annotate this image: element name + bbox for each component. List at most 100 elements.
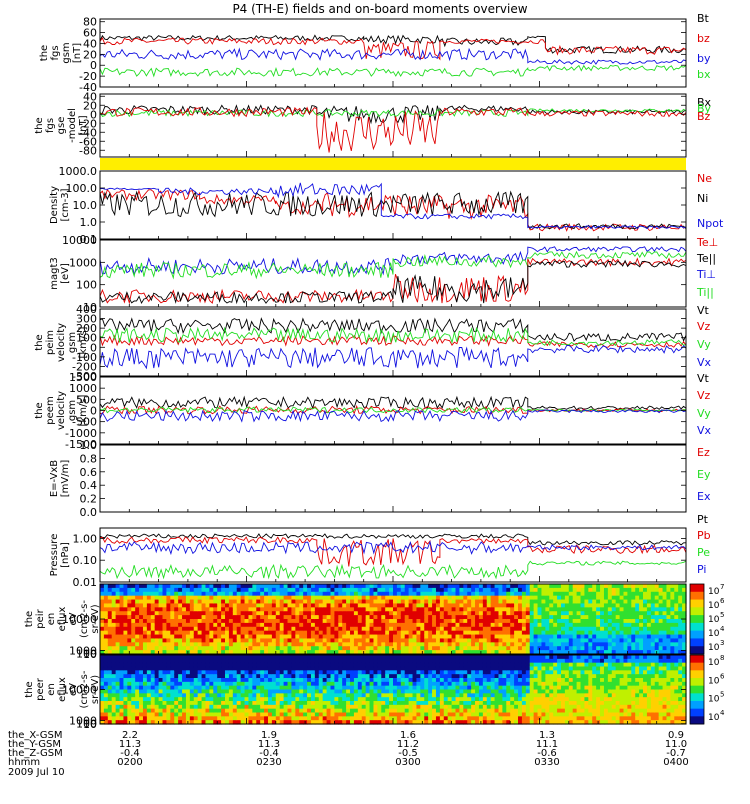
spectrogram-cell <box>260 631 265 635</box>
spectrogram-cell <box>397 709 402 713</box>
spectrogram-cell <box>413 674 418 678</box>
spectrogram-cell <box>127 596 132 600</box>
spectrogram-cell <box>530 638 535 642</box>
spectrogram-cell <box>299 655 304 659</box>
spectrogram-cell <box>389 693 394 697</box>
spectrogram-cell <box>299 627 304 631</box>
spectrogram-cell <box>428 619 433 623</box>
spectrogram-cell <box>459 611 464 615</box>
spectrogram-cell <box>358 716 363 720</box>
spectrogram-cell <box>549 611 554 615</box>
spectrogram-cell <box>428 659 433 663</box>
spectrogram-cell <box>424 659 429 663</box>
spectrogram-cell <box>635 588 640 592</box>
spectrogram-cell <box>327 638 332 642</box>
spectrogram-cell <box>413 592 418 596</box>
spectrogram-cell <box>264 701 269 705</box>
spectrogram-cell <box>327 693 332 697</box>
spectrogram-cell <box>483 588 488 592</box>
spectrogram-cell <box>330 693 335 697</box>
spectrogram-cell <box>221 615 226 619</box>
spectrogram-cell <box>182 686 187 690</box>
spectrogram-cell <box>600 623 605 627</box>
spectrogram-cell <box>233 646 238 650</box>
spectrogram-cell <box>577 619 582 623</box>
spectrogram-cell <box>190 611 195 615</box>
spectrogram-cell <box>663 627 668 631</box>
spectrogram-cell <box>362 600 367 604</box>
spectrogram-cell <box>268 631 273 635</box>
spectrogram-cell <box>452 638 457 642</box>
spectrogram-cell <box>569 638 574 642</box>
spectrogram-cell <box>131 674 136 678</box>
colorbar-segment <box>690 623 704 631</box>
spectrogram-cell <box>159 603 164 607</box>
spectrogram-cell <box>612 623 617 627</box>
spectrogram-cell <box>424 690 429 694</box>
spectrogram-cell <box>151 600 156 604</box>
spectrogram-cell <box>350 655 355 659</box>
spectrogram-cell <box>498 600 503 604</box>
spectrogram-cell <box>182 690 187 694</box>
spectrogram-cell <box>260 682 265 686</box>
spectrogram-cell <box>311 686 316 690</box>
spectrogram-cell <box>252 659 257 663</box>
spectrogram-cell <box>303 709 308 713</box>
spectrogram-cell <box>424 713 429 717</box>
spectrogram-cell <box>237 690 242 694</box>
spectrogram-cell <box>131 603 136 607</box>
spectrogram-cell <box>471 619 476 623</box>
spectrogram-cell <box>295 655 300 659</box>
spectrogram-cell <box>170 619 175 623</box>
spectrogram-cell <box>280 603 285 607</box>
spectrogram-cell <box>409 690 414 694</box>
spectrogram-cell <box>256 705 261 709</box>
spectrogram-cell <box>444 619 449 623</box>
spectrogram-cell <box>291 646 296 650</box>
spectrogram-cell <box>413 646 418 650</box>
spectrogram-cell <box>229 588 234 592</box>
spectrogram-cell <box>420 646 425 650</box>
spectrogram-cell <box>221 646 226 650</box>
spectrogram-cell <box>205 686 210 690</box>
spectrogram-cell <box>127 607 132 611</box>
spectrogram-cell <box>225 623 230 627</box>
spectrogram-cell <box>202 603 207 607</box>
spectrogram-cell <box>432 716 437 720</box>
spectrogram-cell <box>229 600 234 604</box>
spectrogram-cell <box>159 690 164 694</box>
spectrogram-cell <box>299 663 304 667</box>
spectrogram-cell <box>362 693 367 697</box>
legend-Vx: Vx <box>697 424 712 437</box>
spectrogram-cell <box>381 638 386 642</box>
spectrogram-cell <box>303 611 308 615</box>
spectrogram-cell <box>237 584 242 588</box>
spectrogram-cell <box>338 596 343 600</box>
spectrogram-cell <box>151 663 156 667</box>
spectrogram-cell <box>612 619 617 623</box>
spectrogram-cell <box>205 663 210 667</box>
spectrogram-cell <box>581 619 586 623</box>
spectrogram-cell <box>393 686 398 690</box>
spectrogram-cell <box>354 592 359 596</box>
spectrogram-cell <box>319 709 324 713</box>
y-tick-label: 100 <box>76 279 97 292</box>
spectrogram-cell <box>432 655 437 659</box>
spectrogram-cell <box>448 678 453 682</box>
spectrogram-cell <box>577 646 582 650</box>
spectrogram-cell <box>428 697 433 701</box>
spectrogram-cell <box>405 596 410 600</box>
spectrogram-cell <box>541 615 546 619</box>
spectrogram-cell <box>319 713 324 717</box>
spectrogram-cell <box>194 646 199 650</box>
spectrogram-cell <box>432 709 437 713</box>
spectrogram-cell <box>397 659 402 663</box>
spectrogram-cell <box>291 623 296 627</box>
spectrogram-cell <box>620 600 625 604</box>
spectrogram-cell <box>467 693 472 697</box>
spectrogram-cell <box>385 611 390 615</box>
spectrogram-cell <box>342 611 347 615</box>
spectrogram-cell <box>596 607 601 611</box>
spectrogram-cell <box>182 682 187 686</box>
